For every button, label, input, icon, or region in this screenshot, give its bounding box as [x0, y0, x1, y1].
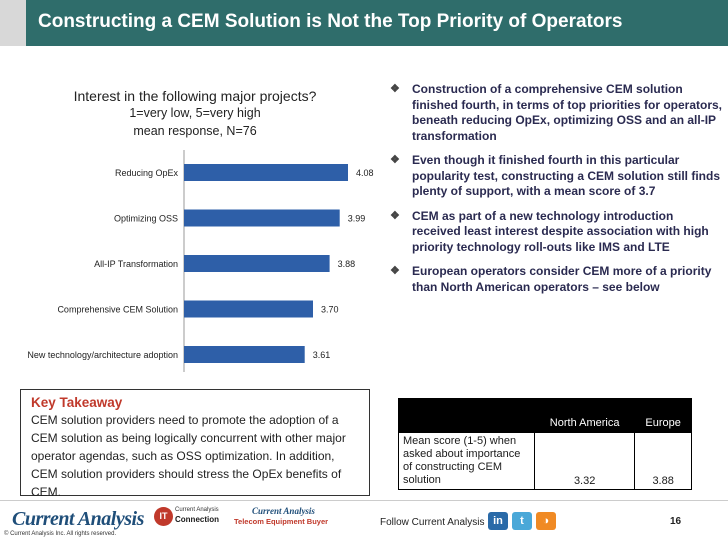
- category-label: Reducing OpEx: [115, 168, 179, 178]
- chart-title: Interest in the following major projects…: [73, 88, 317, 104]
- bullet-item: ❖ Construction of a comprehensive CEM sol…: [388, 82, 723, 144]
- score-north-america: 3.32: [533, 432, 636, 490]
- twitter-icon[interactable]: t: [512, 512, 532, 530]
- chart-subtitle-sample: mean response, N=76: [133, 124, 257, 138]
- bar: [184, 300, 313, 318]
- bullet-list: ❖ Construction of a comprehensive CEM sol…: [388, 82, 723, 304]
- bullet-text: European operators consider CEM more of …: [412, 264, 712, 294]
- score-table-row: Mean score (1-5) when asked about import…: [398, 432, 692, 490]
- score-table-header-empty: [398, 398, 535, 433]
- key-takeaway-text: CEM solution providers need to promote t…: [31, 413, 346, 499]
- connection-logo-brand: Current Analysis: [175, 507, 219, 513]
- bar: [184, 346, 305, 363]
- bar-value-label: 4.08: [356, 168, 374, 178]
- score-table-header-row: North America Europe: [398, 398, 692, 433]
- current-analysis-logo[interactable]: Current Analysis: [12, 508, 144, 530]
- score-table-header-north-america: North America: [533, 398, 636, 433]
- bullet-item: ❖ CEM as part of a new technology introdu…: [388, 209, 723, 256]
- page-number: 16: [670, 516, 682, 527]
- bar: [184, 164, 348, 181]
- bar-value-label: 3.99: [348, 214, 366, 224]
- diamond-bullet-icon: ❖: [390, 265, 400, 277]
- key-takeaway-title: Key Takeaway: [31, 395, 123, 410]
- bullet-text: CEM as part of a new technology introduc…: [412, 208, 709, 254]
- linkedin-icon[interactable]: in: [488, 512, 508, 530]
- bar-chart: 4.08 Reducing OpEx 3.99 Optimizing OSS 3.88 A…: [27, 150, 374, 372]
- category-label: New technology/architecture adoption: [27, 350, 178, 360]
- category-label: Optimizing OSS: [114, 214, 178, 224]
- bullet-text: Construction of a comprehensive CEM solu…: [412, 82, 723, 143]
- teb-logo-brand: Current Analysis: [252, 506, 315, 516]
- copyright-text: © Current Analysis Inc. All rights reser…: [4, 531, 117, 537]
- header-accent-tab: [0, 0, 26, 46]
- bar: [184, 255, 330, 272]
- connection-logo[interactable]: Connection: [175, 515, 219, 524]
- follow-text: Follow Current Analysis: [380, 517, 485, 528]
- bullet-item: ❖ European operators consider CEM more of…: [388, 264, 723, 295]
- bullet-item: ❖ Even though it finished fourth in this …: [388, 153, 723, 200]
- telecom-equipment-buyer-logo[interactable]: Telecom Equipment Buyer: [234, 517, 329, 526]
- bar-value-label: 3.70: [321, 305, 339, 315]
- category-label: All-IP Transformation: [94, 259, 178, 269]
- diamond-bullet-icon: ❖: [390, 83, 400, 95]
- bar-value-label: 3.61: [313, 350, 331, 360]
- score-table-header-europe: Europe: [634, 398, 692, 433]
- slide-title: Constructing a CEM Solution is Not the T…: [38, 11, 623, 32]
- diamond-bullet-icon: ❖: [390, 209, 400, 222]
- footer: Current Analysis © Current Analysis Inc.…: [0, 500, 728, 546]
- key-takeaway-box: Key Takeaway CEM solution providers need…: [20, 389, 370, 499]
- bar-value-label: 3.88: [338, 259, 356, 269]
- score-table-row-label: Mean score (1-5) when asked about import…: [398, 432, 535, 490]
- rss-icon[interactable]: ◑: [536, 512, 556, 530]
- score-table: North America Europe Mean score (1-5) wh…: [398, 398, 692, 490]
- it-logo-icon[interactable]: IT: [154, 507, 173, 526]
- diamond-bullet-icon: ❖: [390, 154, 400, 166]
- score-europe: 3.88: [634, 432, 692, 490]
- bar: [184, 209, 340, 227]
- bullet-text: Even though it finished fourth in this p…: [412, 153, 721, 198]
- header-bar: Constructing a CEM Solution is Not the T…: [0, 0, 728, 46]
- category-label: Comprehensive CEM Solution: [57, 305, 178, 315]
- chart-subtitle-scale: 1=very low, 5=very high: [129, 106, 261, 120]
